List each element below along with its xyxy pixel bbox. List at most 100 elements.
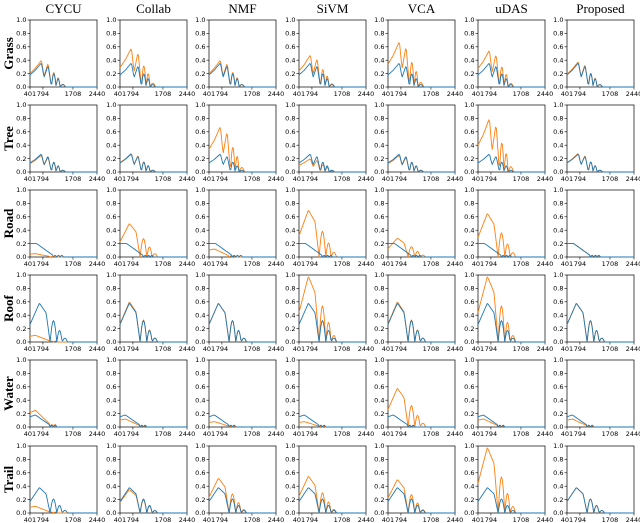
reference-spectrum-line xyxy=(387,487,455,514)
x-tick-label: 2440 xyxy=(89,260,106,268)
y-tick-label: 0.6 xyxy=(106,43,116,51)
x-tick-label: 1708 xyxy=(334,516,351,523)
y-tick-label: 0.8 xyxy=(553,200,563,208)
x-tick-label: 401 xyxy=(114,430,126,438)
x-tick-label: 1708 xyxy=(602,90,619,98)
x-tick-label: 2440 xyxy=(537,175,554,183)
y-tick-label: 0.4 xyxy=(374,396,384,404)
y-tick-label: 1.0 xyxy=(106,186,116,194)
x-tick-label: 2440 xyxy=(358,90,375,98)
plot-frame xyxy=(566,189,635,258)
y-tick-label: 0.6 xyxy=(285,213,295,221)
y-tick-label: 0.0 xyxy=(106,509,116,517)
y-tick-label: 0.2 xyxy=(285,155,295,163)
reference-spectrum-line xyxy=(477,487,545,514)
y-tick-label: 0.6 xyxy=(16,469,26,477)
plot-frame xyxy=(208,359,277,428)
x-tick-label: 2440 xyxy=(268,260,285,268)
y-tick-label: 0.6 xyxy=(464,383,474,391)
subplot-road-cycu: 0.0 0.2 0.4 0.6 0.8 1.0 401 794 1708 2440 xyxy=(16,186,105,268)
plot-frame xyxy=(298,19,367,88)
y-tick-label: 0.6 xyxy=(106,469,116,477)
x-tick-label: 2440 xyxy=(89,430,106,438)
row-label-tree: Tree xyxy=(1,126,16,151)
x-tick-label: 401 xyxy=(561,345,573,353)
y-tick-label: 1.0 xyxy=(285,186,295,194)
y-tick-label: 0.6 xyxy=(374,469,384,477)
y-tick-label: 0.8 xyxy=(195,370,205,378)
x-tick-label: 401 xyxy=(114,345,126,353)
x-tick-label: 2440 xyxy=(89,90,106,98)
y-tick-label: 0.6 xyxy=(285,469,295,477)
y-tick-label: 0.8 xyxy=(553,115,563,123)
plot-frame xyxy=(119,274,188,343)
y-tick-label: 1.0 xyxy=(106,442,116,450)
y-tick-label: 0.4 xyxy=(106,396,116,404)
x-tick-label: 401 xyxy=(203,90,215,98)
y-tick-label: 0.2 xyxy=(553,240,563,248)
reference-spectrum-line xyxy=(388,243,455,258)
y-tick-label: 1.0 xyxy=(285,271,295,279)
y-tick-label: 0.8 xyxy=(195,285,205,293)
y-tick-label: 0.6 xyxy=(16,213,26,221)
x-tick-label: 401 xyxy=(114,260,126,268)
reference-spectrum-line xyxy=(299,243,366,258)
y-tick-label: 0.8 xyxy=(16,30,26,38)
x-tick-label: 2440 xyxy=(268,90,285,98)
reference-spectrum-line xyxy=(29,153,97,173)
x-tick-label: 1708 xyxy=(244,345,261,353)
plot-frame xyxy=(298,189,367,258)
x-tick-label: 2440 xyxy=(89,175,106,183)
y-tick-label: 0.4 xyxy=(553,311,563,319)
y-tick-label: 0.2 xyxy=(553,325,563,333)
y-tick-label: 0.0 xyxy=(285,83,295,91)
y-tick-label: 0.0 xyxy=(16,83,26,91)
x-tick-label: 1708 xyxy=(65,516,82,523)
reference-spectrum-line xyxy=(566,63,634,88)
x-tick-label: 794 xyxy=(127,175,139,183)
row-label-grass: Grass xyxy=(1,37,16,70)
y-tick-label: 0.6 xyxy=(106,298,116,306)
y-tick-label: 0.2 xyxy=(374,240,384,248)
plot-frame xyxy=(387,445,456,514)
subplot-grass-cycu: 0.0 0.2 0.4 0.6 0.8 1.0 401 794 1708 2440 xyxy=(16,16,105,98)
y-tick-label: 0.6 xyxy=(553,383,563,391)
x-tick-label: 401 xyxy=(24,260,36,268)
plot-frame xyxy=(477,189,546,258)
x-tick-label: 794 xyxy=(395,345,407,353)
y-tick-label: 0.8 xyxy=(285,115,295,123)
y-tick-label: 0.8 xyxy=(106,115,116,123)
x-tick-label: 401 xyxy=(203,516,215,523)
y-tick-label: 0.0 xyxy=(553,253,563,261)
y-tick-label: 0.8 xyxy=(464,115,474,123)
y-tick-label: 0.0 xyxy=(464,83,474,91)
y-tick-label: 0.4 xyxy=(464,482,474,490)
x-tick-label: 2440 xyxy=(179,260,196,268)
subplot-tree-cycu: 0.0 0.2 0.4 0.6 0.8 1.0 401 794 1708 2440 xyxy=(16,101,105,183)
reference-spectrum-line xyxy=(298,63,366,88)
y-tick-label: 0.8 xyxy=(16,456,26,464)
y-tick-label: 0.2 xyxy=(195,496,205,504)
y-tick-label: 0.8 xyxy=(553,370,563,378)
y-tick-label: 0.2 xyxy=(285,240,295,248)
x-tick-label: 401 xyxy=(472,516,484,523)
plot-frame xyxy=(477,104,546,173)
plot-frame xyxy=(29,359,98,428)
reference-spectrum-line xyxy=(298,414,366,428)
plot-frame xyxy=(119,359,188,428)
plot-frame xyxy=(566,274,635,343)
x-tick-label: 794 xyxy=(485,516,497,523)
row-label-water: Water xyxy=(1,376,16,411)
x-tick-label: 794 xyxy=(574,430,586,438)
y-tick-label: 0.4 xyxy=(464,396,474,404)
y-tick-label: 0.4 xyxy=(16,482,26,490)
y-tick-label: 1.0 xyxy=(553,356,563,364)
x-tick-label: 401 xyxy=(114,516,126,523)
x-tick-label: 401 xyxy=(203,260,215,268)
y-tick-label: 0.8 xyxy=(106,30,116,38)
subplot-trail-udas: 0.0 0.2 0.4 0.6 0.8 1.0 401 794 1708 2440 xyxy=(464,442,553,523)
y-tick-label: 0.0 xyxy=(285,423,295,431)
x-tick-label: 1708 xyxy=(334,175,351,183)
x-tick-label: 794 xyxy=(485,260,497,268)
